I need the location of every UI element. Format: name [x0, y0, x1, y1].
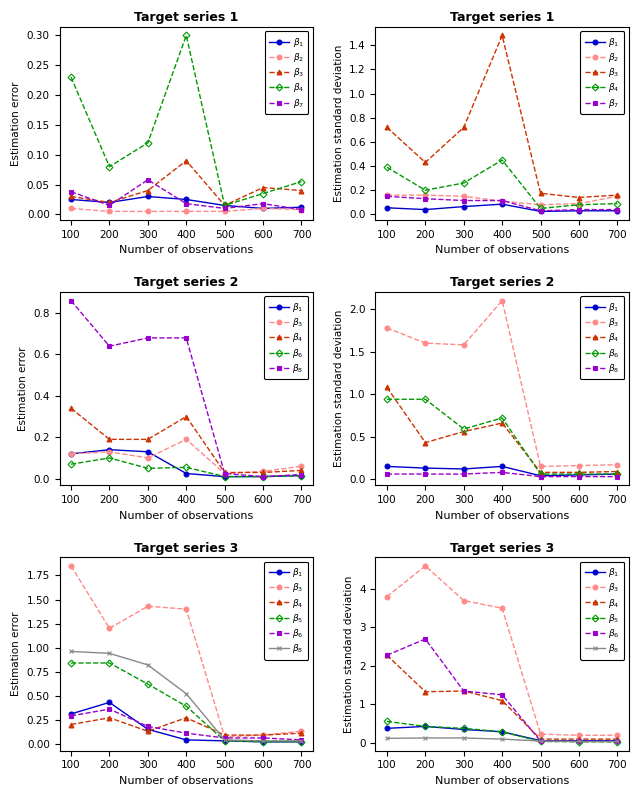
Title: Target series 1: Target series 1 — [134, 11, 239, 24]
X-axis label: Number of observations: Number of observations — [119, 511, 253, 520]
Y-axis label: Estimation standard deviation: Estimation standard deviation — [344, 575, 353, 732]
Y-axis label: Estimation standard deviation: Estimation standard deviation — [333, 310, 344, 467]
Legend: $\beta_1$, $\beta_3$, $\beta_4$, $\beta_6$, $\beta_8$: $\beta_1$, $\beta_3$, $\beta_4$, $\beta_… — [580, 296, 625, 379]
Title: Target series 2: Target series 2 — [450, 277, 554, 289]
Title: Target series 3: Target series 3 — [134, 541, 238, 555]
Legend: $\beta_1$, $\beta_3$, $\beta_4$, $\beta_5$, $\beta_6$, $\beta_8$: $\beta_1$, $\beta_3$, $\beta_4$, $\beta_… — [580, 562, 625, 660]
Legend: $\beta_1$, $\beta_3$, $\beta_4$, $\beta_6$, $\beta_8$: $\beta_1$, $\beta_3$, $\beta_4$, $\beta_… — [264, 296, 308, 379]
Legend: $\beta_1$, $\beta_2$, $\beta_3$, $\beta_4$, $\beta_7$: $\beta_1$, $\beta_2$, $\beta_3$, $\beta_… — [264, 31, 308, 114]
Y-axis label: Estimation error: Estimation error — [11, 611, 21, 696]
Title: Target series 1: Target series 1 — [450, 11, 554, 24]
Legend: $\beta_1$, $\beta_3$, $\beta_4$, $\beta_5$, $\beta_6$, $\beta_8$: $\beta_1$, $\beta_3$, $\beta_4$, $\beta_… — [264, 562, 308, 660]
X-axis label: Number of observations: Number of observations — [119, 776, 253, 786]
Title: Target series 3: Target series 3 — [450, 541, 554, 555]
Legend: $\beta_1$, $\beta_2$, $\beta_3$, $\beta_4$, $\beta_7$: $\beta_1$, $\beta_2$, $\beta_3$, $\beta_… — [580, 31, 625, 114]
Y-axis label: Estimation error: Estimation error — [11, 81, 21, 166]
Y-axis label: Estimation standard deviation: Estimation standard deviation — [333, 45, 344, 202]
X-axis label: Number of observations: Number of observations — [435, 776, 569, 786]
Title: Target series 2: Target series 2 — [134, 277, 239, 289]
Y-axis label: Estimation error: Estimation error — [18, 347, 28, 431]
X-axis label: Number of observations: Number of observations — [435, 511, 569, 520]
X-axis label: Number of observations: Number of observations — [435, 245, 569, 256]
X-axis label: Number of observations: Number of observations — [119, 245, 253, 256]
